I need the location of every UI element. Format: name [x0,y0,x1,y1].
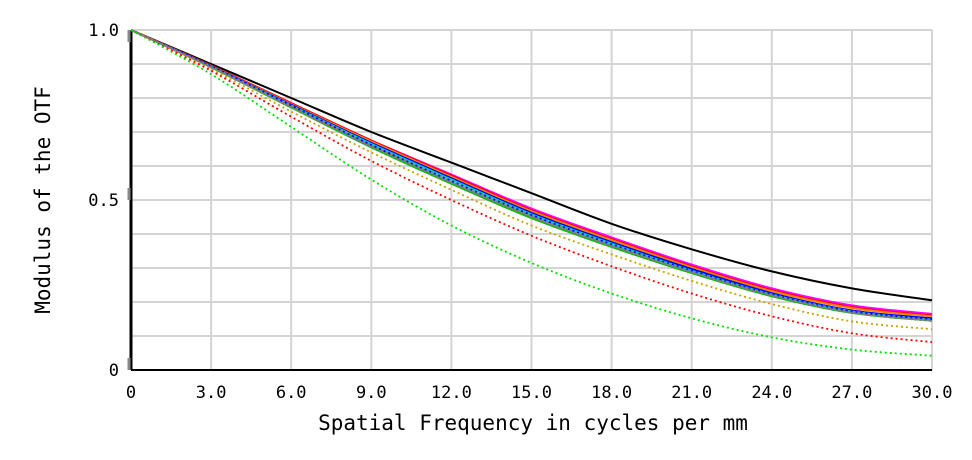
series-line-olive-dotted [130,29,933,331]
x-tick-labels: 0 3.0 6.0 9.0 12.0 15.0 18.0 21.0 24.0 27.0 30.0 [126,383,953,403]
grid-lines [131,29,933,370]
series-line-green-dotted [130,29,933,357]
y-tick-label: 0 [109,361,119,381]
x-tick-label: 0 [126,383,136,403]
series-line-blue-dotted [130,29,933,320]
y-tick-label: 1.0 [88,21,119,41]
x-tick-label: 12.0 [431,383,472,403]
y-tick-label: 0.5 [88,191,119,211]
x-tick-label: 6.0 [276,383,307,403]
x-tick-label: 21.0 [671,383,712,403]
y-axis-title: Modulus of the OTF [31,86,55,314]
x-tick-label: 27.0 [831,383,872,403]
series-group [130,29,933,357]
x-tick-label: 30.0 [912,383,953,403]
x-tick-label: 9.0 [356,383,387,403]
x-tick-label: 18.0 [591,383,632,403]
x-tick-label: 15.0 [511,383,552,403]
axes [127,30,932,371]
series-line-black-solid [130,29,933,302]
x-tick-label: 24.0 [751,383,792,403]
x-tick-label: 3.0 [196,383,227,403]
x-axis-title: Spatial Frequency in cycles per mm [318,411,748,435]
y-tick-labels: 0 0.5 1.0 [88,21,119,381]
series-line-red-dotted [130,29,933,344]
